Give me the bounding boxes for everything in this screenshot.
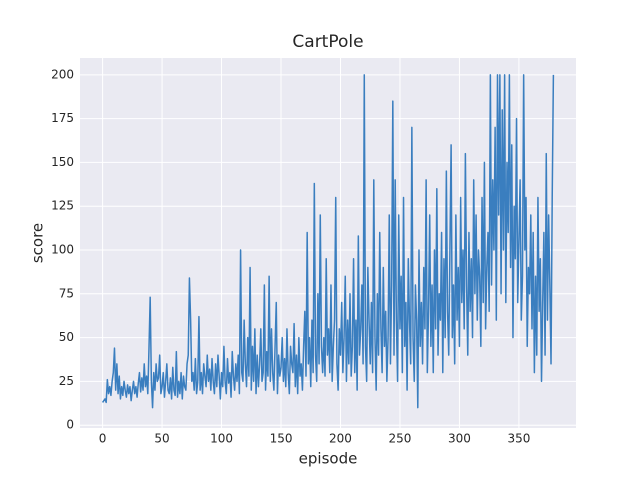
x-tick-label: 50 bbox=[154, 432, 169, 446]
y-tick-label: 150 bbox=[51, 155, 74, 169]
y-tick-label: 50 bbox=[59, 330, 74, 344]
y-tick-label: 0 bbox=[66, 418, 74, 432]
data-line bbox=[101, 74, 555, 409]
y-tick-label: 75 bbox=[59, 286, 74, 300]
x-tick-label: 150 bbox=[270, 432, 293, 446]
x-tick-label: 300 bbox=[448, 432, 471, 446]
y-tick-label: 125 bbox=[51, 199, 74, 213]
y-tick-label: 200 bbox=[51, 67, 74, 81]
y-tick-label: 100 bbox=[51, 243, 74, 257]
x-axis-label: episode bbox=[299, 450, 358, 468]
chart-title: CartPole bbox=[292, 32, 363, 52]
y-tick-label: 175 bbox=[51, 111, 74, 125]
x-tick-label: 0 bbox=[99, 432, 107, 446]
y-tick-label: 25 bbox=[59, 374, 74, 388]
x-tick-label: 100 bbox=[210, 432, 233, 446]
y-axis-label: score bbox=[29, 223, 47, 263]
x-tick-label: 250 bbox=[389, 432, 412, 446]
x-tick-label: 350 bbox=[507, 432, 530, 446]
x-tick-label: 200 bbox=[329, 432, 352, 446]
